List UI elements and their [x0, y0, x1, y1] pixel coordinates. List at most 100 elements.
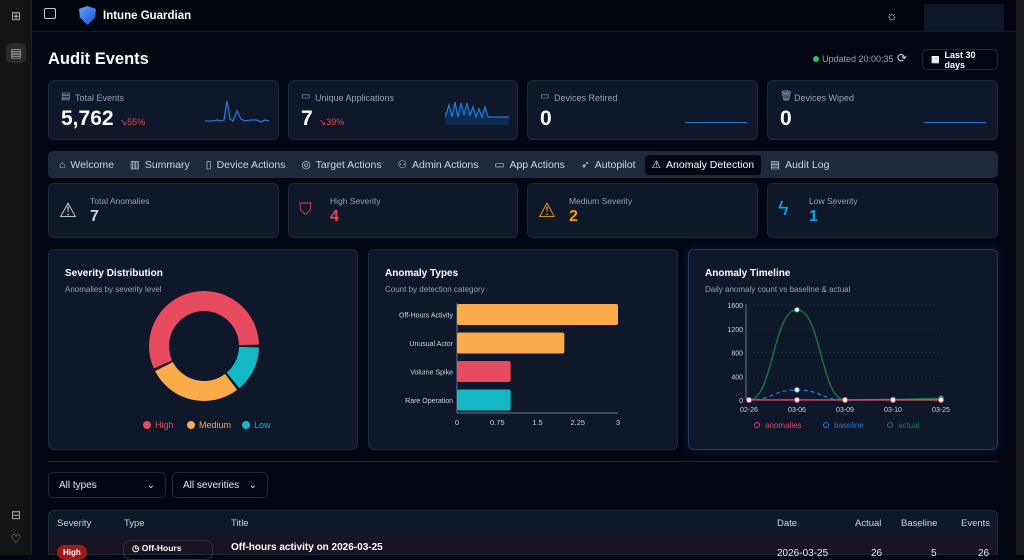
page-title: Audit Events — [48, 50, 149, 68]
row-events: 26 — [978, 548, 990, 559]
window-icon: ▭ — [301, 91, 311, 102]
anomaly-stat-low: ϟ Low Severity 1 — [767, 183, 998, 238]
line-chart: 0 400 800 1200 1600 02-26 03-06 03-09 03-10 03-25… — [727, 303, 950, 430]
tab-admin-actions[interactable]: ⚇ Admin Actions — [397, 158, 479, 171]
scrollbar[interactable] — [1016, 0, 1024, 555]
x-tick-label: 2.25 — [570, 418, 585, 427]
anomaly-timeline-card: Anomaly Timeline Daily anomaly count vs b… — [688, 249, 998, 450]
chart-title: Anomaly Timeline — [705, 268, 791, 279]
date-range-label: Last 30 days — [944, 49, 976, 70]
tab-welcome[interactable]: ⌂ Welcome — [59, 158, 114, 171]
book-icon[interactable]: ⊟ — [10, 508, 22, 522]
tab-autopilot[interactable]: ➶ Autopilot — [580, 158, 636, 171]
x-tick-label: 03-06 — [788, 407, 806, 414]
data-point — [794, 386, 800, 393]
stat-label: Unique Applications — [315, 93, 395, 103]
stat-label: Devices Wiped — [794, 93, 855, 103]
data-point — [938, 396, 944, 403]
rocket-icon: ➶ — [580, 158, 590, 171]
category-label: Unusual Actor — [409, 341, 453, 348]
data-point — [842, 396, 848, 403]
x-tick-label: 03-25 — [932, 407, 950, 414]
column-header: Date — [777, 518, 798, 529]
calendar-icon: ▦ — [931, 54, 940, 64]
chevron-down-icon: ⌄ — [146, 479, 155, 491]
stat-value: 5,762 — [61, 107, 114, 130]
legend-marker — [887, 422, 893, 428]
data-point — [794, 396, 800, 403]
trash-icon: 🗑 — [780, 91, 793, 102]
y-tick-label: 1600 — [727, 303, 743, 310]
legend-marker — [143, 421, 151, 429]
x-tick-label: 3 — [616, 418, 620, 427]
y-tick-label: 1200 — [727, 327, 743, 334]
divider — [48, 461, 998, 462]
severity-distribution-card: Severity Distribution Anomalies by severi… — [48, 249, 358, 450]
apps-grid-icon[interactable]: ⊞ — [10, 9, 22, 23]
heart-icon[interactable]: ♡ — [10, 532, 22, 546]
user-menu[interactable] — [924, 4, 1004, 31]
chart-subtitle: Count by detection category — [385, 285, 485, 294]
tab-summary[interactable]: ▥ Summary — [129, 158, 190, 171]
x-tick-label: 03-10 — [884, 407, 902, 414]
stat-value: 0 — [780, 107, 792, 130]
category-label: Volume Spike — [410, 370, 453, 377]
table-row[interactable] — [49, 536, 997, 554]
donut-slice-high — [149, 291, 259, 369]
legend-marker — [187, 421, 195, 429]
severity-filter-select[interactable]: All severities ⌄ — [172, 472, 268, 498]
refresh-icon[interactable]: ⟳ — [897, 51, 908, 65]
y-tick-label: 400 — [731, 374, 743, 381]
bar — [457, 332, 565, 354]
anomaly-table — [48, 510, 998, 555]
type-filter-select[interactable]: All types ⌄ — [48, 472, 166, 498]
y-tick-label: 800 — [731, 351, 743, 358]
date-range-button[interactable]: ▦ Last 30 days — [922, 49, 998, 70]
monitor-icon: ▭ — [540, 91, 550, 102]
legend-marker — [242, 421, 250, 429]
sparkline — [685, 122, 747, 123]
theme-toggle-icon[interactable]: ☼ — [886, 8, 898, 23]
column-header: Baseline — [901, 518, 938, 529]
stat-value: 7 — [301, 107, 313, 130]
row-title[interactable]: Off-hours activity on 2026-03-25 — [231, 542, 383, 553]
tab-device-actions[interactable]: ▯ Device Actions — [205, 158, 286, 171]
column-header: Severity — [57, 518, 92, 529]
sparkline — [445, 101, 509, 125]
x-tick-label: 02-26 — [740, 407, 758, 414]
row-actual: 26 — [871, 548, 883, 559]
data-point — [794, 306, 800, 313]
data-point — [746, 396, 752, 403]
legend-label: actual — [898, 421, 920, 430]
anomaly-stat-total: ⚠ Total Anomalies 7 — [48, 183, 279, 238]
legend-label: baseline — [834, 421, 864, 430]
tab-app-actions[interactable]: ▭ App Actions — [494, 158, 565, 171]
legend-label: High — [155, 420, 174, 430]
tab-audit-log[interactable]: ▤ Audit Log — [770, 158, 830, 171]
anomaly-types-card: Anomaly Types Count by detection category… — [368, 249, 678, 450]
stat-devices-retired: ▭ Devices Retired 0 — [527, 80, 758, 140]
row-baseline: 5 — [931, 548, 937, 559]
data-point — [890, 396, 896, 403]
tab-anomaly-detection[interactable]: ⚠ Anomaly Detection — [644, 154, 762, 175]
column-header: Type — [124, 518, 145, 529]
bar-chart: Off-Hours Activity Unusual Actor Volume Sp… — [399, 303, 620, 427]
legend-label: Low — [254, 420, 271, 430]
legend-marker — [754, 422, 760, 428]
donut-slice-low — [226, 346, 259, 389]
series-line-actual — [748, 309, 942, 401]
log-icon: ▤ — [770, 158, 781, 171]
type-badge: ◷ Off-Hours — [123, 540, 213, 560]
chart-subtitle: Anomalies by severity level — [65, 285, 162, 294]
anomaly-stat-high: ⛉ High Severity 4 — [288, 183, 518, 238]
top-bar: Intune Guardian ☼ — [32, 0, 1016, 32]
x-tick-label: 0.75 — [490, 418, 505, 427]
stat-unique-apps: ▭ Unique Applications 7 ↘39% — [288, 80, 518, 140]
chart-title: Anomaly Types — [385, 268, 459, 279]
column-header: Title — [231, 518, 249, 529]
user-cog-icon: ⚇ — [397, 158, 407, 171]
audit-clipboard-icon[interactable]: ▤ — [6, 43, 26, 63]
severity-badge: High — [57, 545, 87, 560]
tab-target-actions[interactable]: ◎ Target Actions — [301, 158, 382, 171]
sidebar-toggle-icon[interactable] — [44, 8, 56, 19]
